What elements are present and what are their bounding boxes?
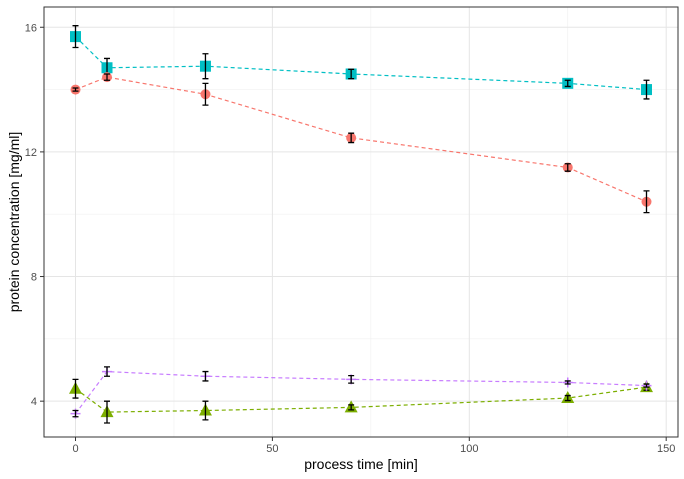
error-bar	[202, 400, 209, 421]
x-tick-label: 100	[460, 443, 478, 455]
series-1	[70, 72, 652, 214]
x-axis-title: process time [min]	[304, 456, 418, 472]
error-bar	[72, 25, 79, 49]
x-tick-label: 150	[657, 443, 675, 455]
error-bar	[104, 73, 111, 81]
x-tick-label: 0	[72, 443, 78, 455]
error-bar	[643, 190, 650, 214]
error-bar	[72, 409, 79, 418]
error-bar	[202, 82, 209, 106]
error-bar	[72, 378, 79, 399]
series-line	[75, 76, 647, 203]
error-bar	[104, 366, 111, 377]
series-line	[75, 386, 647, 413]
y-tick-label: 4	[31, 396, 37, 408]
series-3	[70, 366, 652, 419]
error-bar	[564, 163, 571, 172]
error-bar	[348, 68, 355, 80]
x-tick-label: 50	[266, 443, 278, 455]
y-tick-label: 12	[25, 147, 37, 159]
series-layer	[69, 25, 653, 424]
error-bar	[643, 383, 650, 388]
error-bar	[564, 394, 571, 402]
error-bar	[348, 404, 355, 411]
error-bar	[104, 400, 111, 424]
error-bar	[348, 132, 355, 144]
error-bar	[564, 79, 571, 88]
series-0	[70, 25, 652, 100]
y-axis: 4 8 12 16	[25, 22, 44, 408]
error-bar	[202, 53, 209, 80]
series-2	[69, 378, 653, 424]
error-bar	[348, 374, 355, 384]
plot-panel-border	[43, 6, 679, 438]
y-tick-label: 16	[25, 22, 37, 34]
error-bar	[72, 87, 79, 92]
y-axis-title: protein concentration [mg/ml]	[6, 132, 22, 313]
error-bar	[564, 380, 571, 385]
error-bar	[643, 79, 650, 100]
error-bar	[202, 370, 209, 382]
series-line	[75, 370, 647, 414]
y-tick-label: 8	[31, 272, 37, 284]
x-axis: 0 50 100 150	[72, 437, 675, 455]
